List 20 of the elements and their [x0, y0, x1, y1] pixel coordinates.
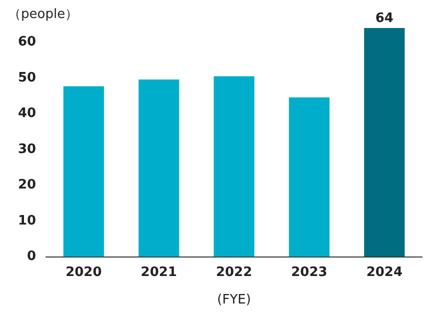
x-tick-label: 2020: [66, 264, 102, 280]
y-tick-label: 30: [18, 142, 36, 157]
x-tick-label: 2023: [291, 264, 328, 280]
bar: [364, 28, 405, 257]
y-tick-label: 60: [18, 34, 36, 50]
x-axis-title: (FYE): [217, 292, 251, 308]
bar: [138, 79, 180, 257]
data-label: 64: [375, 10, 394, 26]
x-tick-label: 2021: [140, 264, 177, 280]
y-tick-label: 50: [18, 70, 36, 86]
y-tick-label: 20: [18, 178, 36, 193]
y-tick-label: 40: [18, 106, 36, 122]
x-tick-label: 2022: [216, 264, 252, 280]
bar: [63, 86, 104, 257]
y-axis-title: （people）: [8, 6, 78, 22]
bar: [214, 76, 254, 257]
bar: [288, 97, 330, 257]
x-tick-label: 2024: [366, 264, 403, 280]
y-tick-label: 0: [27, 249, 36, 264]
y-tick-label: 10: [18, 213, 36, 228]
